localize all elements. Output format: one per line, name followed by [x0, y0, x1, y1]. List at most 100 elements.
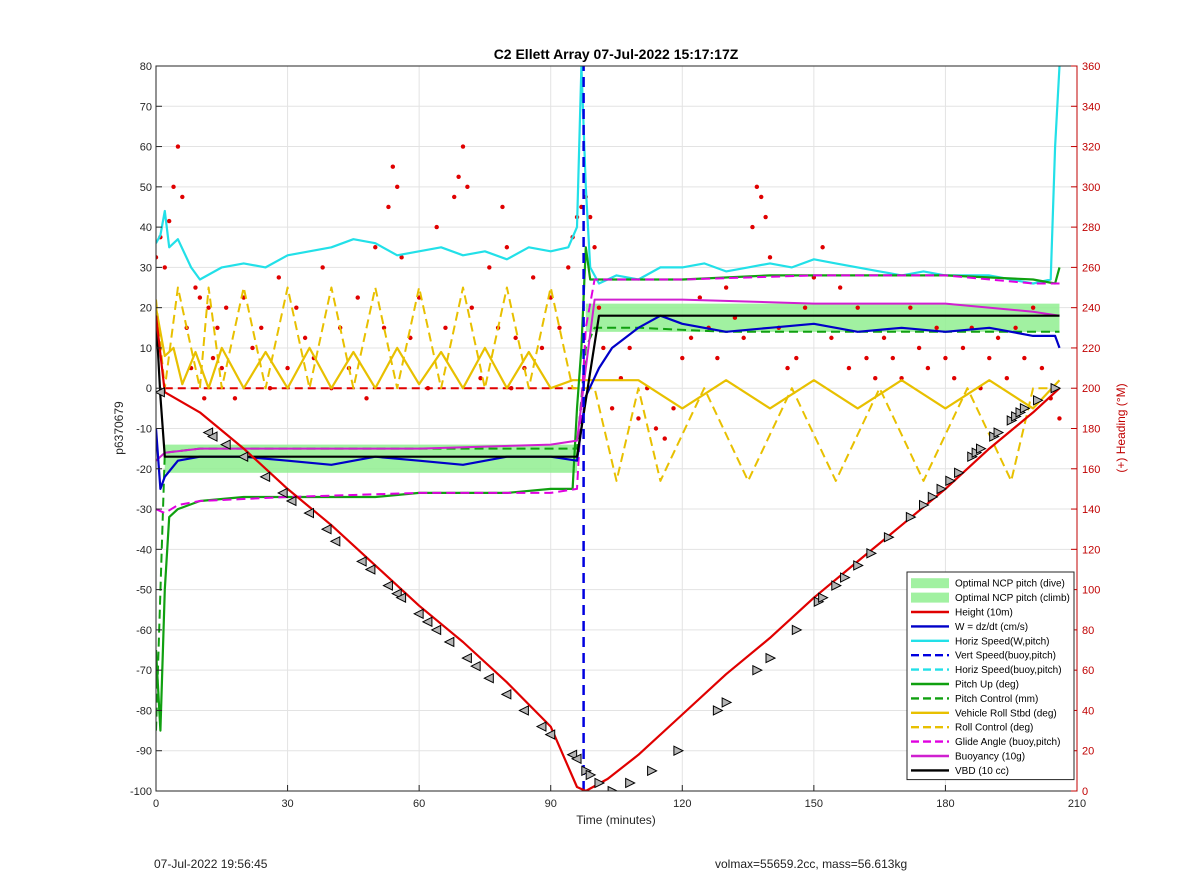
depth-marker — [303, 507, 314, 519]
heading-point — [1013, 325, 1018, 331]
heading-point — [399, 255, 404, 260]
heading-point — [566, 265, 571, 270]
depth-marker — [156, 386, 165, 398]
depth-marker — [927, 491, 939, 503]
y-right-tick-label: 40 — [1082, 705, 1094, 717]
x-axis-label: Time (minutes) — [576, 813, 656, 827]
heading-point — [267, 386, 273, 391]
legend-entry-label: Horiz Speed(buoy,pitch) — [955, 665, 1062, 676]
legend-entry-label: Glide Angle (buoy,pitch) — [955, 737, 1060, 748]
heading-point — [452, 194, 457, 200]
y-right-tick-label: 200 — [1082, 383, 1100, 395]
heading-point — [1030, 305, 1036, 310]
y-right-tick-label: 340 — [1082, 101, 1100, 113]
legend-entry-label: Optimal NCP pitch (climb) — [955, 593, 1070, 604]
depth-marker — [1050, 382, 1062, 394]
vehicle-roll-line — [156, 307, 1061, 410]
y-tick-label: 20 — [140, 303, 152, 315]
heading-point — [232, 396, 238, 401]
footer-vehicle-info: volmax=55659.2cc, mass=56.613kg — [715, 857, 908, 871]
heading-point — [960, 345, 966, 351]
heading-point — [627, 345, 632, 351]
depth-marker — [535, 721, 547, 732]
heading-point — [202, 396, 207, 401]
heading-point — [767, 255, 773, 260]
heading-point — [250, 345, 255, 351]
heading-point — [219, 365, 224, 371]
legend-entry-label: Roll Control (deg) — [955, 723, 1033, 734]
heading-point — [166, 218, 172, 224]
depth-marker — [866, 548, 877, 559]
heading-point — [754, 184, 760, 190]
heading-point — [180, 194, 185, 200]
y-right-tick-label: 80 — [1082, 625, 1094, 637]
y-tick-label: -100 — [130, 786, 152, 798]
heading-point — [223, 305, 229, 310]
depth-marker — [413, 608, 424, 620]
heading-point — [855, 305, 860, 310]
heading-point — [759, 194, 764, 200]
heading-point — [460, 144, 466, 149]
heading-point — [259, 325, 264, 331]
heading-point — [873, 375, 878, 381]
depth-marker — [277, 487, 288, 499]
heading-point — [390, 164, 396, 169]
heading-point — [671, 406, 676, 411]
depth-marker — [285, 495, 297, 507]
heading-point — [171, 184, 176, 190]
heading-point — [373, 245, 378, 250]
depth-marker — [993, 427, 1005, 438]
heading-point — [688, 335, 694, 341]
depth-marker — [945, 475, 956, 487]
heading-point — [609, 406, 615, 411]
heading-point — [802, 305, 808, 310]
depth-marker — [594, 777, 606, 789]
depth-marker — [483, 672, 494, 684]
depth-marker — [461, 652, 472, 664]
heading-point — [908, 305, 913, 310]
depth-marker — [430, 624, 442, 636]
depth-marker — [585, 769, 597, 781]
y-tick-label: -30 — [136, 504, 152, 516]
heading-point — [763, 214, 768, 220]
depth-marker — [818, 592, 829, 603]
heading-point — [206, 305, 211, 310]
y-tick-label: -40 — [136, 544, 152, 556]
heading-point — [487, 265, 492, 270]
legend-box — [906, 571, 1075, 781]
heading-point — [193, 285, 198, 290]
heading-point — [500, 204, 505, 210]
depth-marker — [443, 636, 455, 648]
depth-marker — [518, 705, 529, 716]
depth-marker — [470, 660, 481, 672]
depth-marker — [566, 749, 578, 761]
y-right-tick-label: 140 — [1082, 504, 1100, 516]
chart-title: C2 Ellett Array 07-Jul-2022 15:17:17Z — [494, 46, 739, 62]
y-right-tick-label: 300 — [1082, 182, 1100, 194]
x-tick-label: 0 — [153, 798, 159, 810]
legend: Optimal NCP pitch (dive) Optimal NCP pitc… — [906, 571, 1075, 781]
heading-point — [952, 375, 957, 381]
heading-point — [285, 365, 290, 371]
y-right-tick-label: 0 — [1082, 786, 1088, 798]
heading-point — [557, 325, 562, 331]
depth-marker — [936, 483, 948, 495]
y-tick-label: -70 — [136, 665, 152, 677]
depth-marker — [791, 624, 803, 636]
heading-point — [925, 365, 931, 371]
depth-marker — [919, 499, 930, 511]
y-right-tick-label: 100 — [1082, 585, 1100, 597]
depth-marker — [853, 560, 864, 571]
heading-point — [995, 335, 1001, 341]
heading-point — [943, 355, 948, 361]
axes: 0 30 60 90 120 150 180 210-100-90-80-70-60-50-4… — [130, 61, 1100, 810]
y-tick-label: -80 — [136, 705, 152, 717]
depth-marker — [395, 592, 407, 603]
heading-point — [175, 144, 181, 149]
heading-point — [596, 305, 602, 310]
x-tick-label: 180 — [936, 798, 954, 810]
legend-entry-label: VBD (10 cc) — [955, 766, 1009, 777]
x-tick-label: 90 — [545, 798, 557, 810]
heading-point — [636, 416, 641, 421]
